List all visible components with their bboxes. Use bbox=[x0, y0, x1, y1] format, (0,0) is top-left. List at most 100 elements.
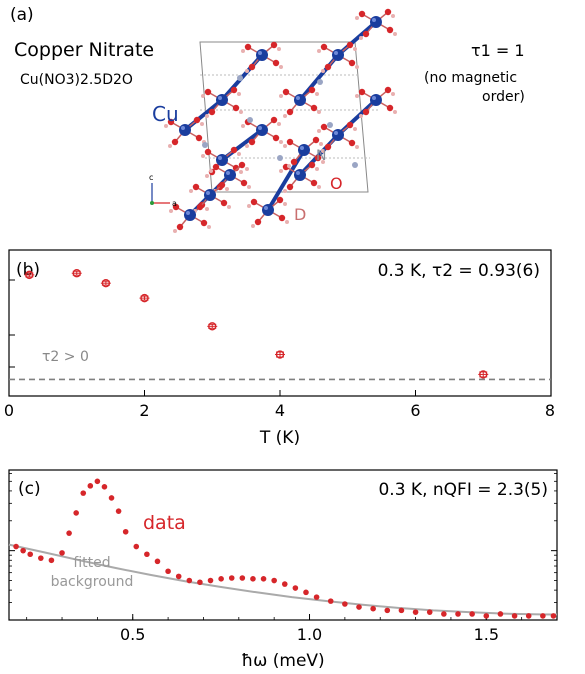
data-point bbox=[455, 611, 461, 617]
o-atom bbox=[362, 30, 370, 38]
n-atom bbox=[202, 142, 208, 148]
o-atom bbox=[248, 138, 256, 146]
data-point bbox=[66, 530, 72, 536]
panel-b-point bbox=[100, 278, 111, 288]
o-atom bbox=[270, 116, 278, 124]
d-atom bbox=[251, 224, 255, 228]
panel-b-points bbox=[24, 269, 489, 379]
d-atom bbox=[283, 114, 287, 118]
o-atom bbox=[204, 148, 212, 156]
o-atom bbox=[312, 136, 320, 144]
d-atom bbox=[283, 189, 287, 193]
panel-b-annotation: 0.3 K, τ2 = 0.93(6) bbox=[378, 261, 540, 281]
o-atom bbox=[232, 104, 240, 112]
d-atom bbox=[279, 65, 283, 69]
o-atom bbox=[248, 63, 256, 71]
d-atom bbox=[279, 169, 283, 173]
panel-c-annotation: 0.3 K, nQFI = 2.3(5) bbox=[378, 480, 548, 500]
o-atom bbox=[358, 88, 366, 96]
d-atom bbox=[201, 154, 205, 158]
data-point bbox=[115, 508, 122, 514]
data-point bbox=[511, 613, 518, 619]
n-atom bbox=[237, 75, 243, 81]
o-atom bbox=[270, 41, 278, 49]
o-atom bbox=[290, 158, 298, 166]
cu-atom-highlight bbox=[186, 211, 190, 215]
data-point bbox=[370, 605, 376, 612]
cu-atom-highlight bbox=[372, 96, 376, 100]
o-atom bbox=[250, 198, 258, 206]
data-point bbox=[281, 581, 288, 587]
data-point bbox=[101, 484, 108, 490]
d-atom bbox=[173, 229, 177, 233]
o-atom bbox=[272, 59, 280, 67]
cu-atom bbox=[256, 124, 268, 136]
d-atom bbox=[245, 144, 249, 148]
o-atom bbox=[320, 123, 328, 131]
data-point bbox=[165, 568, 171, 575]
data-point bbox=[186, 577, 193, 584]
d-atom bbox=[227, 205, 231, 209]
panel-a: (a) Copper Nitrate Cu(NO3)2.5D2O τ1 = 1 … bbox=[10, 5, 525, 233]
d-atom bbox=[319, 142, 323, 146]
panel-c-axes: 0.5 1.0 1.5 bbox=[9, 473, 557, 644]
o-atom bbox=[324, 143, 332, 151]
d-atom bbox=[245, 69, 249, 73]
d-atom bbox=[205, 114, 209, 118]
d-atom bbox=[241, 124, 245, 128]
data-point bbox=[133, 543, 140, 550]
d-atom bbox=[359, 36, 363, 40]
d-atom bbox=[200, 122, 204, 126]
cu-atom bbox=[294, 94, 306, 106]
o-atom bbox=[204, 88, 212, 96]
panel-b-xtick-label: 0 bbox=[4, 401, 14, 420]
d-atom bbox=[205, 174, 209, 178]
cu-atom bbox=[204, 189, 216, 201]
o-atom bbox=[171, 138, 179, 146]
data-point bbox=[218, 576, 224, 582]
o-atom bbox=[238, 161, 246, 169]
label-o: O bbox=[330, 174, 343, 193]
o-atom bbox=[220, 199, 228, 207]
tau1-label: τ1 = 1 bbox=[471, 41, 525, 60]
d-atom bbox=[321, 160, 325, 164]
d-atom bbox=[277, 47, 281, 51]
panel-b-xtick-label: 6 bbox=[410, 401, 420, 420]
d-atom bbox=[239, 110, 243, 114]
panel-c-label: (c) bbox=[18, 479, 41, 499]
axes-triad: c a bbox=[149, 173, 177, 208]
d-atom bbox=[277, 122, 281, 126]
o-atom bbox=[348, 59, 356, 67]
d-atom bbox=[317, 185, 321, 189]
o-atom bbox=[346, 121, 354, 129]
data-point bbox=[108, 495, 115, 501]
cu-atom-highlight bbox=[300, 146, 304, 150]
o-atom bbox=[286, 108, 294, 116]
cu-atom bbox=[184, 209, 196, 221]
data-point bbox=[59, 550, 65, 556]
data-point bbox=[292, 585, 299, 591]
cu-atom bbox=[332, 49, 344, 61]
o-atom bbox=[314, 154, 322, 162]
data-point bbox=[175, 573, 182, 580]
data-point bbox=[87, 483, 94, 489]
fitted-background-line bbox=[8, 543, 558, 616]
data-point bbox=[197, 579, 203, 586]
d-atom bbox=[279, 94, 283, 98]
label-n: N bbox=[316, 148, 326, 164]
o-atom bbox=[386, 26, 394, 34]
axis-c-label: c bbox=[149, 173, 153, 182]
o-atom bbox=[362, 108, 370, 116]
data-point bbox=[154, 558, 161, 565]
o-atom bbox=[195, 134, 203, 142]
panel-c-series bbox=[8, 478, 558, 619]
d-atom bbox=[393, 32, 397, 36]
material-title: Copper Nitrate bbox=[14, 39, 154, 61]
data-point bbox=[228, 575, 235, 581]
data-point bbox=[356, 604, 362, 610]
d-atom bbox=[317, 129, 321, 133]
cu-atom bbox=[370, 16, 382, 28]
d-atom bbox=[189, 189, 193, 193]
